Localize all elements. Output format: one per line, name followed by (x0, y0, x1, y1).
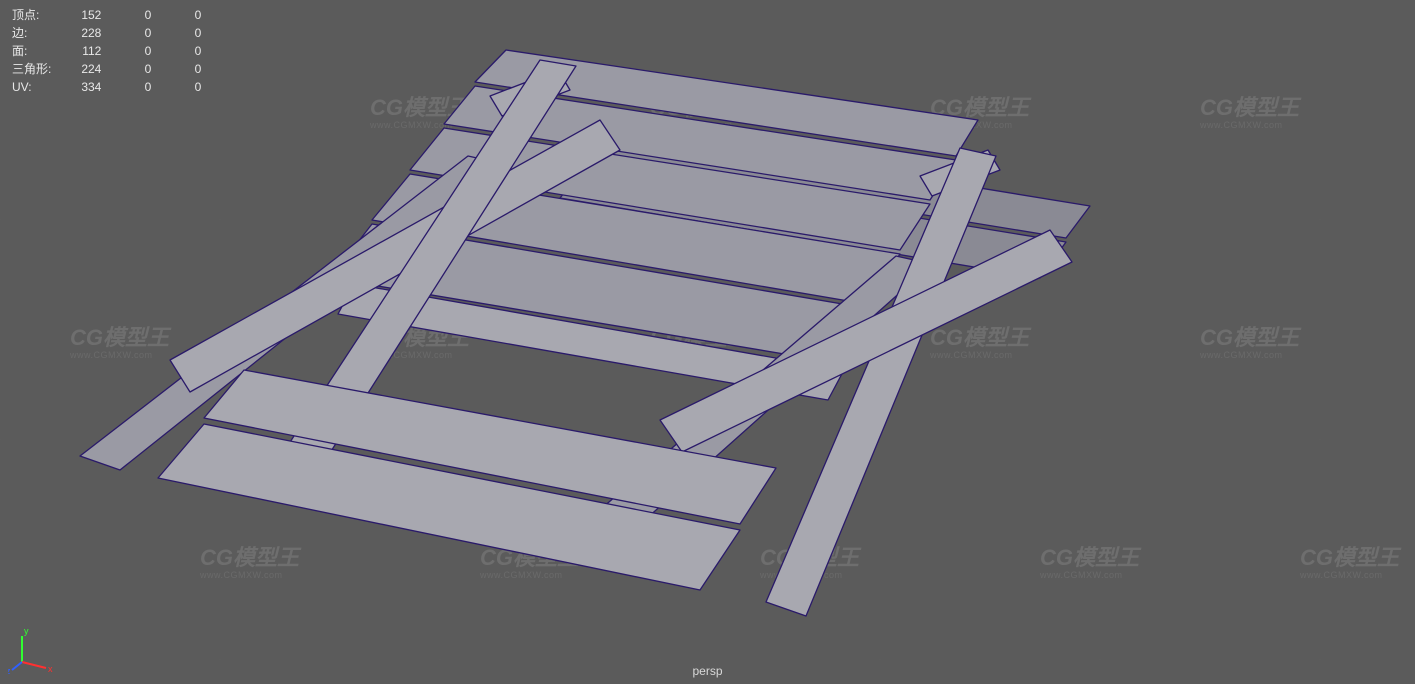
stats-row: UV:33400 (12, 78, 219, 96)
stats-value: 0 (119, 78, 169, 96)
stats-label: 边: (12, 24, 69, 42)
stats-value: 112 (69, 42, 119, 60)
stats-row: 面:11200 (12, 42, 219, 60)
stats-label: UV: (12, 78, 69, 96)
stats-value: 0 (169, 42, 219, 60)
stats-row: 三角形:22400 (12, 60, 219, 78)
stats-label: 顶点: (12, 6, 69, 24)
axis-x-label: x (48, 664, 53, 674)
viewport-3d[interactable]: CG模型王www.CGMXW.comCG模型王www.CGMXW.comCG模型… (0, 0, 1415, 684)
stats-value: 152 (69, 6, 119, 24)
stats-row: 边:22800 (12, 24, 219, 42)
axis-x (22, 662, 46, 668)
stats-value: 0 (169, 6, 219, 24)
stats-value: 0 (119, 60, 169, 78)
camera-name-label: persp (692, 664, 722, 678)
model-wireframe (0, 0, 1415, 684)
stats-label: 面: (12, 42, 69, 60)
stats-label: 三角形: (12, 60, 69, 78)
stats-value: 334 (69, 78, 119, 96)
axis-z (12, 662, 22, 670)
stats-value: 0 (119, 42, 169, 60)
axis-z-label: z (8, 666, 11, 676)
stats-value: 0 (119, 6, 169, 24)
view-axis-gizmo[interactable]: y x z (8, 620, 64, 676)
poly-count-hud: 顶点:15200边:22800面:11200三角形:22400UV:33400 (12, 6, 219, 96)
stats-value: 0 (169, 60, 219, 78)
stats-value: 228 (69, 24, 119, 42)
stats-row: 顶点:15200 (12, 6, 219, 24)
stats-value: 0 (119, 24, 169, 42)
stats-value: 224 (69, 60, 119, 78)
stats-value: 0 (169, 78, 219, 96)
stats-table: 顶点:15200边:22800面:11200三角形:22400UV:33400 (12, 6, 219, 96)
axis-y-label: y (24, 626, 29, 636)
stats-value: 0 (169, 24, 219, 42)
